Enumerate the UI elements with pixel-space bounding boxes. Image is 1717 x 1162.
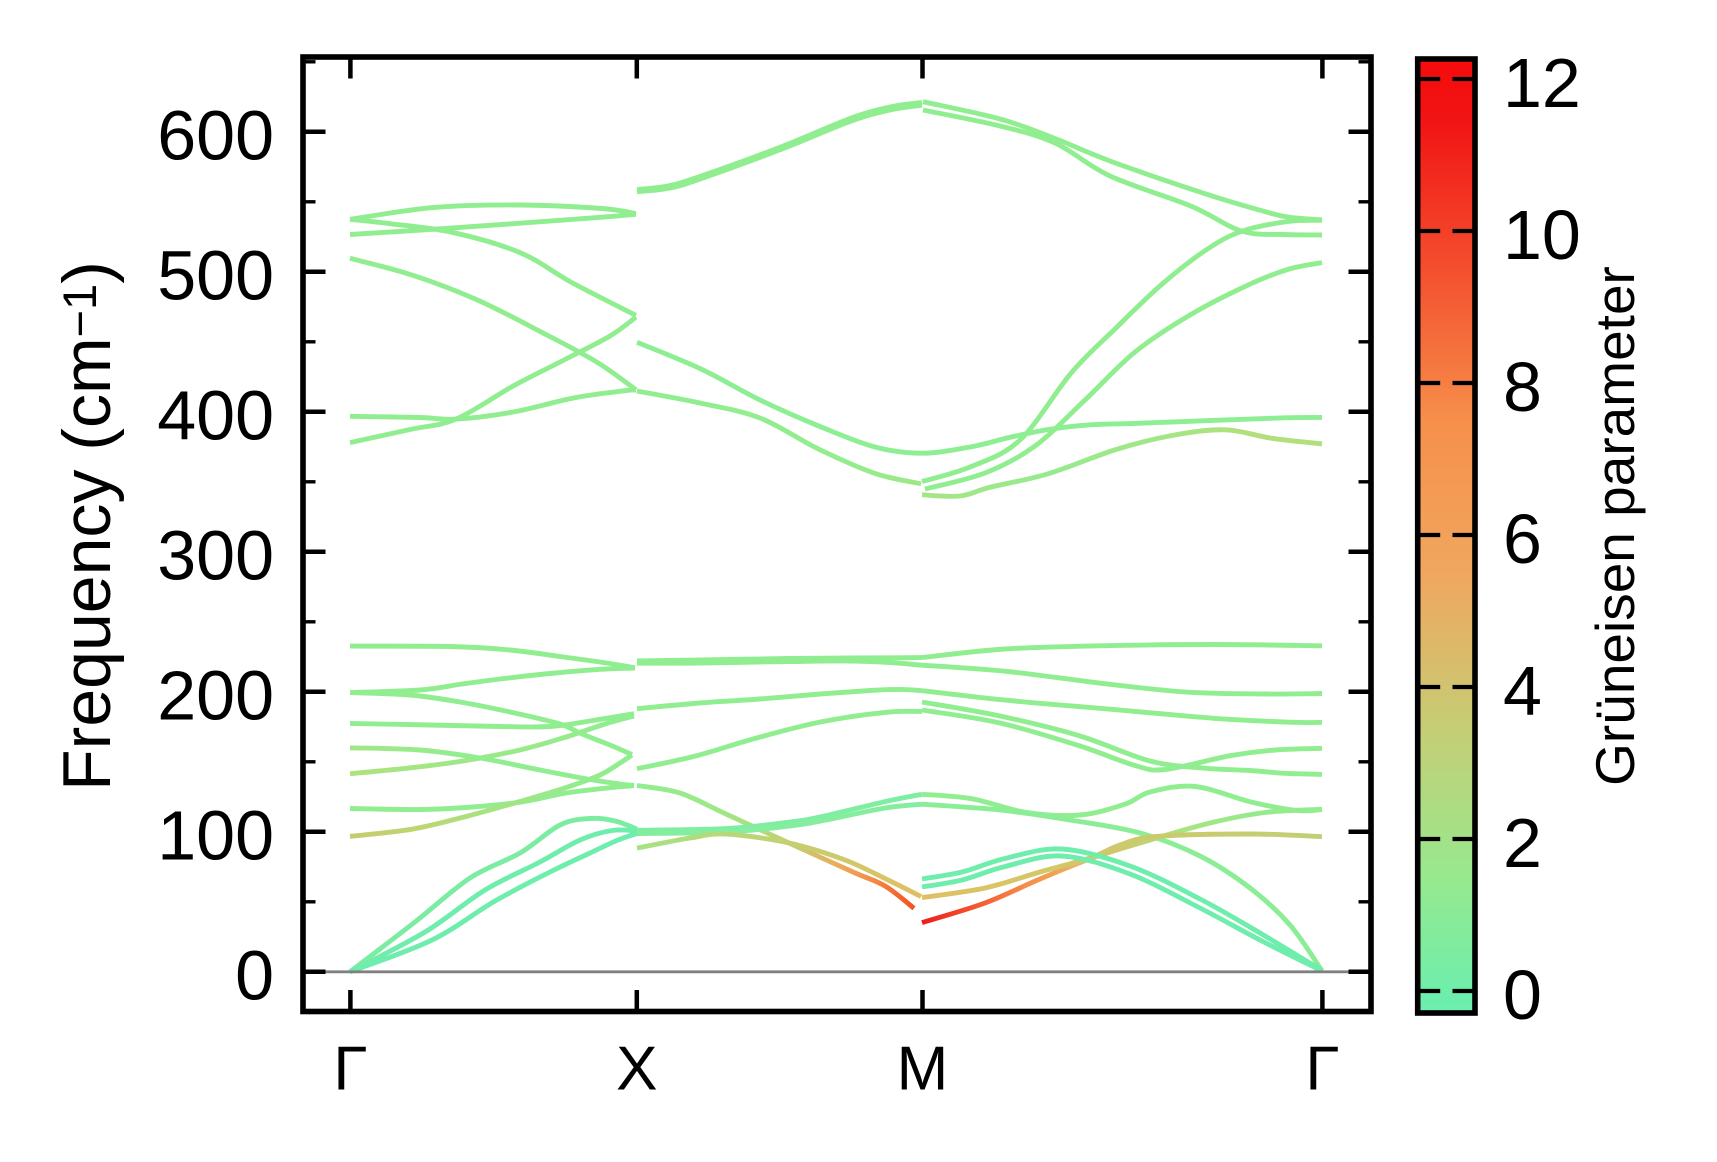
svg-text:0: 0 <box>235 937 274 1015</box>
svg-text:10: 10 <box>1503 196 1581 274</box>
svg-text:2: 2 <box>1503 804 1542 882</box>
svg-text:6: 6 <box>1503 500 1542 578</box>
svg-text:300: 300 <box>157 517 274 595</box>
svg-text:100: 100 <box>157 797 274 875</box>
svg-text:X: X <box>616 1035 657 1104</box>
svg-text:400: 400 <box>157 377 274 455</box>
svg-text:600: 600 <box>157 97 274 175</box>
svg-text:Γ: Γ <box>333 1035 367 1104</box>
svg-text:8: 8 <box>1503 348 1542 426</box>
svg-text:Grüneisen parameter: Grüneisen parameter <box>1584 266 1646 786</box>
svg-text:500: 500 <box>157 237 274 315</box>
svg-text:0: 0 <box>1503 956 1542 1034</box>
svg-text:Γ: Γ <box>1305 1035 1339 1104</box>
svg-text:M: M <box>897 1035 949 1104</box>
svg-text:12: 12 <box>1503 44 1581 122</box>
svg-text:200: 200 <box>157 657 274 735</box>
svg-text:4: 4 <box>1503 652 1542 730</box>
svg-text:Frequency (cm−1): Frequency (cm−1) <box>49 261 125 791</box>
